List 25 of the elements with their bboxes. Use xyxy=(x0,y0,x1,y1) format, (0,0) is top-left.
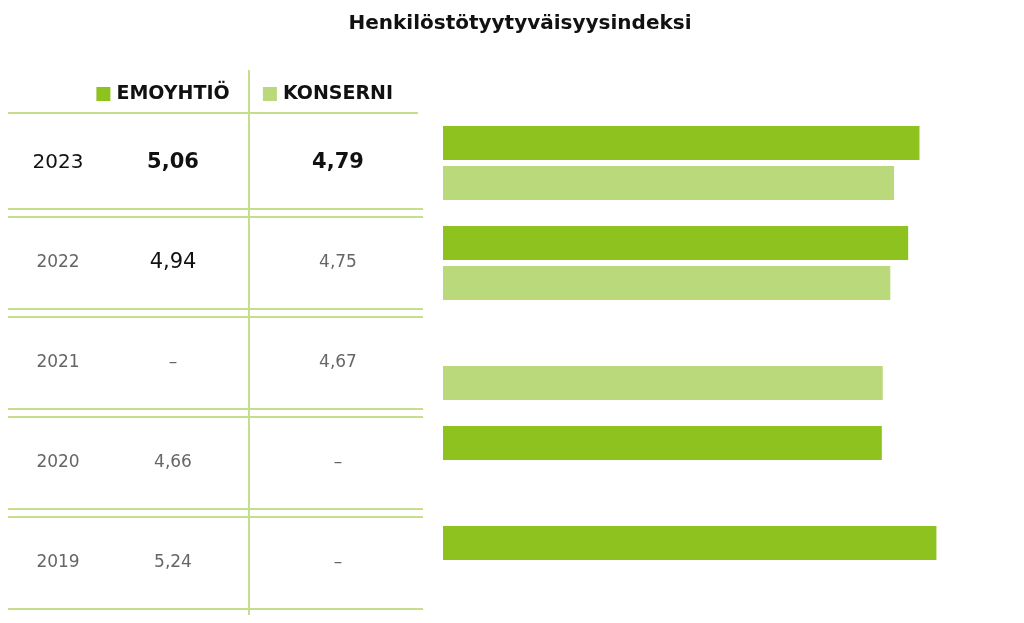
data-label: 4,66 xyxy=(154,451,192,472)
y-tick-label: 2019 xyxy=(36,551,80,572)
data-label: 4,94 xyxy=(149,249,197,274)
chart-title: Henkilöstötyytyväisyysindeksi xyxy=(348,10,692,35)
text: – xyxy=(168,351,178,372)
text: – xyxy=(333,551,343,572)
bar xyxy=(443,526,937,560)
bar xyxy=(443,366,883,400)
data-label: 5,06 xyxy=(147,149,199,174)
legend-label: EMOYHTIÖ xyxy=(116,79,230,103)
y-tick-label: 2021 xyxy=(36,351,80,372)
y-tick-label: 2022 xyxy=(36,251,80,272)
text: – xyxy=(333,451,343,472)
data-label: 5,24 xyxy=(154,551,192,572)
bar xyxy=(443,126,920,160)
bar xyxy=(443,166,895,200)
data-label: 4,79 xyxy=(312,149,364,174)
bar xyxy=(443,266,891,300)
y-tick-label: 2023 xyxy=(32,149,84,174)
data-label: 4,75 xyxy=(319,251,357,272)
data-label: 4,67 xyxy=(319,351,357,372)
legend-label: KONSERNI xyxy=(282,80,394,103)
bar xyxy=(443,226,909,260)
bar xyxy=(443,426,882,460)
y-tick-label: 2020 xyxy=(36,451,80,472)
